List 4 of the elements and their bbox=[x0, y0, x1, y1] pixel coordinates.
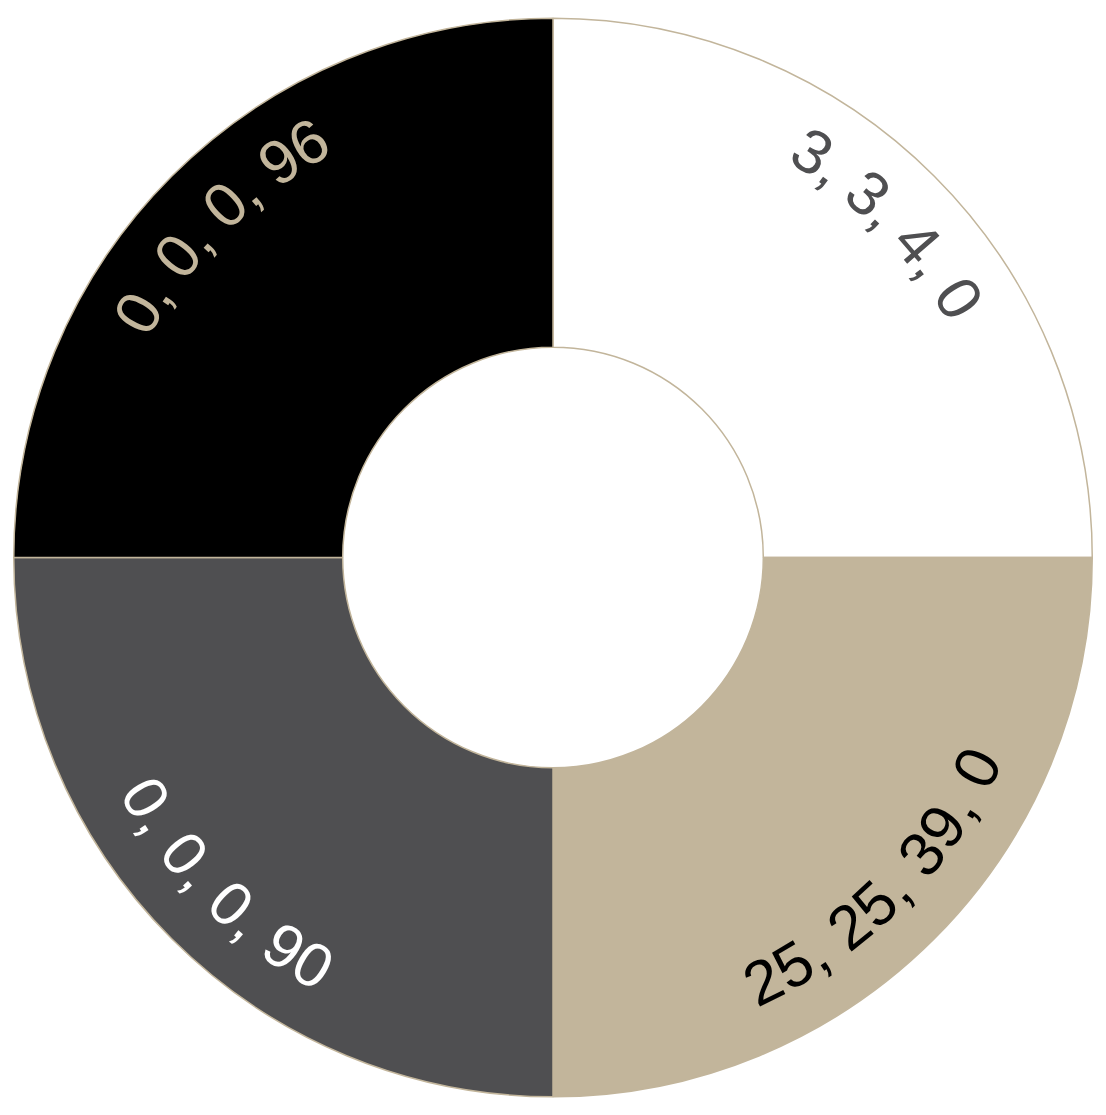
category-label: 25, 25, 39, 0 bbox=[732, 736, 1016, 1020]
slice-label: 0, 0, 0, 96 bbox=[99, 104, 341, 346]
slice-label: 3, 3, 4, 0 bbox=[779, 113, 998, 332]
slice-label: 0, 0, 0, 90 bbox=[107, 765, 346, 1004]
